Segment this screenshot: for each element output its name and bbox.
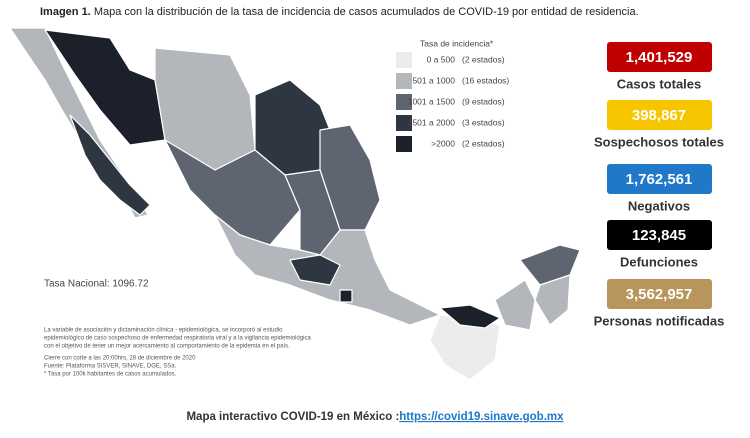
note-line: con el objetivo de tener un mejor acerca… [44, 344, 290, 350]
stat-label: Casos totales [617, 76, 702, 91]
stat-box [607, 42, 712, 72]
legend-count: (9 estados) [462, 96, 505, 106]
stat-label: Personas notificadas [594, 313, 725, 328]
note-line: Cierre con corte a las 20:00hrs, 28 de d… [44, 356, 196, 362]
note-line: Fuente: Plataforma SISVER, SINAVE, DGE, … [44, 364, 177, 370]
stat-label: Sospechosos totales [594, 134, 724, 149]
legend-count: (2 estados) [462, 54, 505, 64]
legend-range: >2000 [431, 138, 455, 148]
note-line: La variable de asociación y dictaminació… [44, 328, 283, 334]
notes: La variable de asociación y dictaminació… [44, 328, 311, 378]
footer-link[interactable]: https://covid19.sinave.gob.mx [399, 411, 564, 423]
stat-label: Negativos [628, 198, 690, 213]
legend-count: (2 estados) [462, 138, 505, 148]
title-text: Mapa con la distribución de la tasa de i… [94, 6, 639, 18]
region [534, 274, 571, 326]
region [154, 47, 256, 171]
legend: Tasa de incidencia* 0 a 500 (2 estados) 50… [396, 38, 509, 152]
legend-count: (3 estados) [462, 117, 505, 127]
stats: 1,401,529 Casos totales 398,867 Sospechosos… [594, 42, 725, 328]
stat-box [607, 100, 712, 130]
legend-count: (16 estados) [462, 75, 509, 85]
legend-swatch [396, 73, 412, 89]
legend-swatch [396, 136, 412, 152]
title: Imagen 1. Mapa con la distribución de la… [40, 6, 639, 18]
region [494, 279, 536, 331]
legend-range: 501 a 1000 [412, 75, 455, 85]
region [519, 244, 581, 286]
stat-value: 1,401,529 [626, 49, 693, 66]
note-line: epidemiológico de caso sospechoso de enf… [44, 336, 311, 342]
legend-title: Tasa de incidencia* [420, 38, 494, 48]
stat-label: Defunciones [620, 254, 698, 269]
note-line: * Tasa por 100k habitantes de casos acum… [44, 372, 177, 378]
footer-text: Mapa interactivo COVID-19 en México : [186, 411, 399, 423]
legend-swatch [396, 115, 412, 131]
stat-box [607, 279, 712, 309]
stat-box [607, 220, 712, 250]
stat-value: 398,867 [632, 107, 686, 124]
title-label: Imagen 1. [40, 6, 91, 18]
region [289, 254, 341, 286]
legend-swatch [396, 52, 412, 68]
legend-range: 1001 a 1500 [408, 96, 456, 106]
legend-range: 1501 a 2000 [408, 117, 456, 127]
footer: Mapa interactivo COVID-19 en México :htt… [186, 411, 564, 423]
region [339, 289, 353, 303]
stat-box [607, 164, 712, 194]
national-rate: Tasa Nacional: 1096.72 [44, 279, 149, 290]
region [439, 304, 501, 329]
legend-range: 0 a 500 [427, 54, 456, 64]
stat-value: 1,762,561 [626, 171, 693, 188]
region [164, 139, 301, 246]
stat-value: 3,562,957 [626, 286, 693, 303]
map [9, 27, 581, 381]
stat-value: 123,845 [632, 227, 686, 244]
region [69, 114, 151, 216]
legend-swatch [396, 94, 412, 110]
